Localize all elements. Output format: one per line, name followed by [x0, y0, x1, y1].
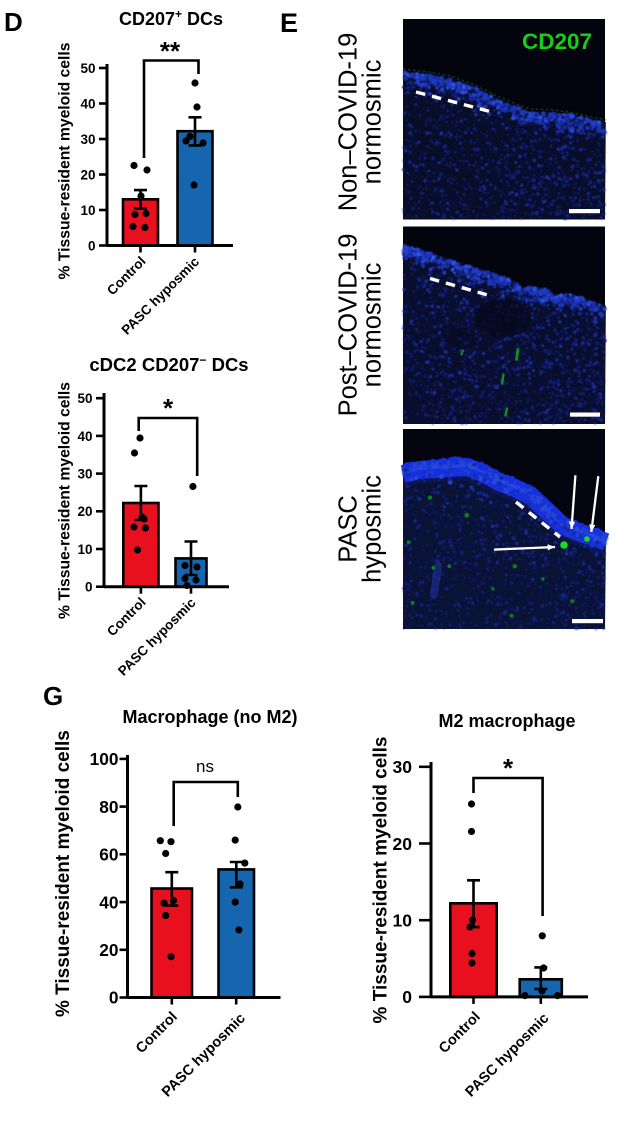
svg-text:% Tissue-resident myeloid cell: % Tissue-resident myeloid cells	[371, 737, 392, 1024]
svg-text:10: 10	[393, 911, 413, 931]
svg-text:20: 20	[77, 504, 92, 519]
svg-text:Macrophage (no M2): Macrophage (no M2)	[122, 707, 297, 727]
svg-text:**: **	[160, 36, 181, 66]
svg-text:% Tissue-resident myeloid cell: % Tissue-resident myeloid cells	[53, 730, 74, 1017]
svg-text:20: 20	[99, 940, 118, 960]
svg-text:50: 50	[80, 61, 95, 76]
svg-text:*: *	[503, 753, 514, 783]
svg-text:40: 40	[99, 892, 118, 912]
svg-text:30: 30	[393, 757, 413, 777]
svg-text:ns: ns	[196, 757, 214, 776]
svg-text:*: *	[163, 393, 174, 423]
svg-text:20: 20	[80, 167, 95, 182]
svg-text:30: 30	[77, 467, 92, 482]
svg-text:% Tissue-resident myeloid cell: % Tissue-resident myeloid cells	[57, 42, 74, 279]
svg-text:50: 50	[77, 391, 92, 406]
svg-text:cDC2 CD207− DCs: cDC2 CD207− DCs	[89, 353, 248, 375]
svg-text:0: 0	[88, 238, 96, 253]
svg-text:60: 60	[99, 845, 118, 865]
svg-text:0: 0	[109, 988, 119, 1008]
svg-text:CD207: CD207	[522, 29, 592, 54]
svg-text:% Tissue-resident myeloid cell: % Tissue-resident myeloid cells	[57, 382, 74, 619]
svg-text:80: 80	[99, 797, 118, 817]
svg-text:40: 40	[80, 96, 95, 111]
svg-text:10: 10	[77, 542, 92, 557]
svg-text:100: 100	[90, 749, 119, 769]
svg-text:20: 20	[393, 834, 413, 854]
svg-text:10: 10	[80, 203, 95, 218]
svg-text:0: 0	[402, 987, 412, 1007]
svg-text:CD207+ DCs: CD207+ DCs	[119, 7, 223, 29]
svg-text:0: 0	[85, 580, 93, 595]
svg-text:40: 40	[77, 429, 92, 444]
svg-text:30: 30	[80, 132, 95, 147]
svg-text:M2 macrophage: M2 macrophage	[438, 711, 575, 731]
